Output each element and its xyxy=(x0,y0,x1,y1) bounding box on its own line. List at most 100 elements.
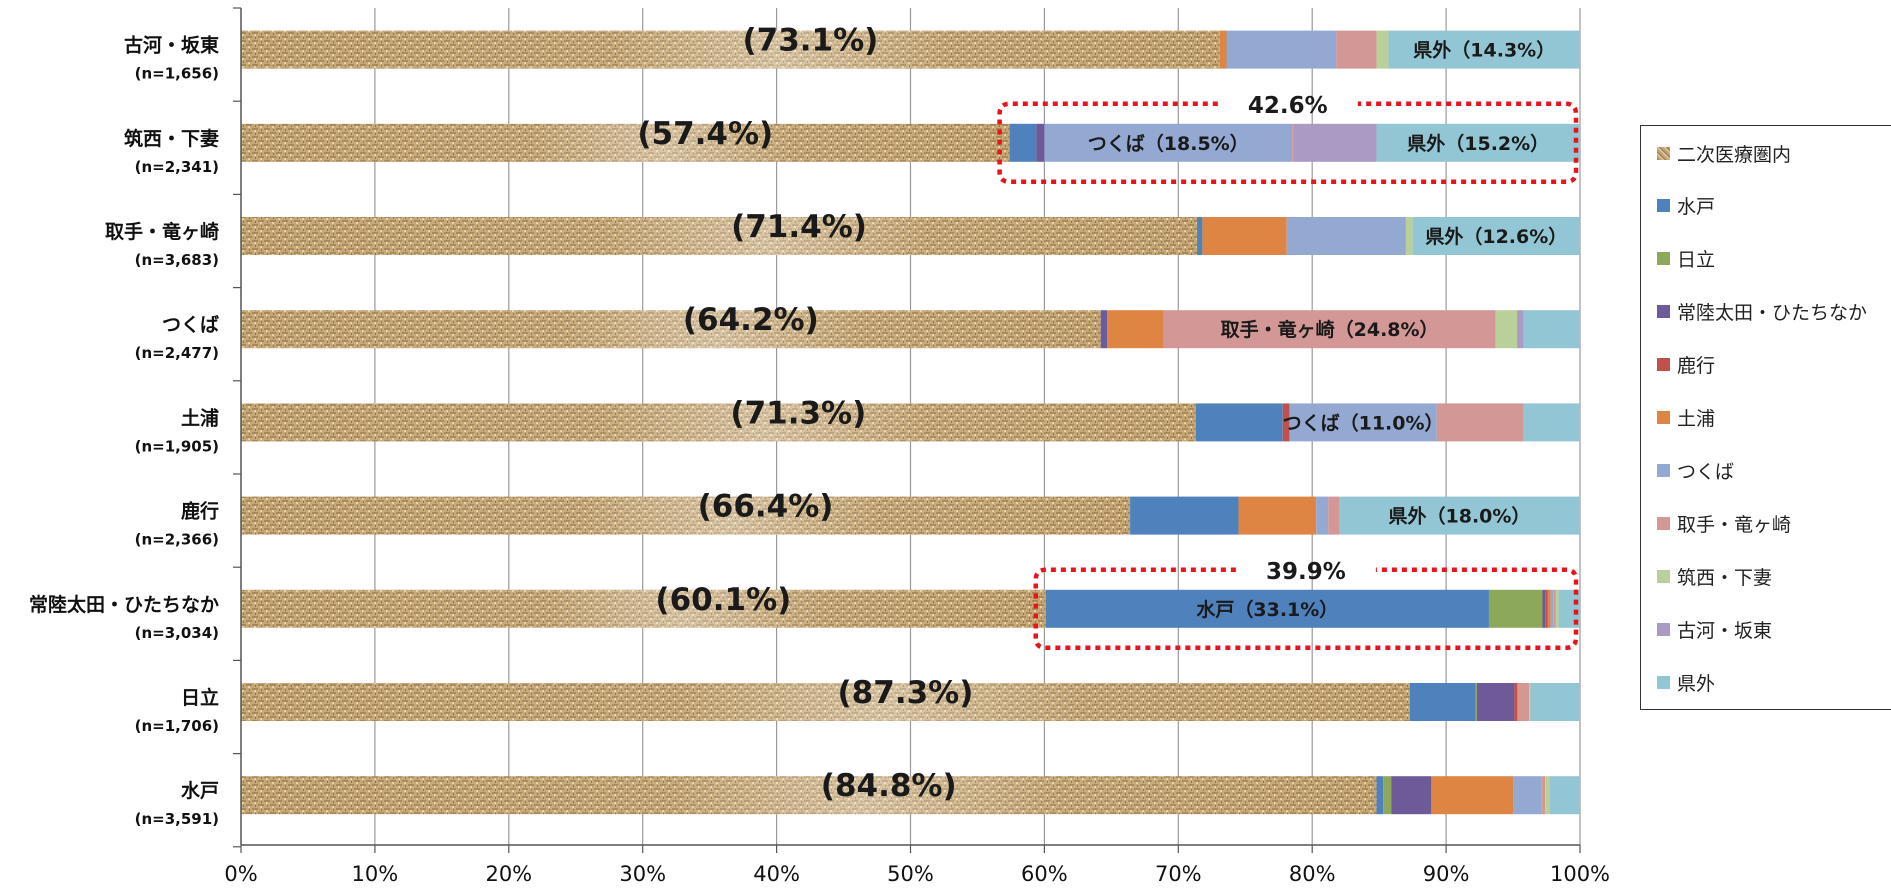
bar-segment-つくば xyxy=(1044,123,1293,162)
main-percentage-label: (84.8%) xyxy=(821,768,957,804)
bar-segment-筑西・下妻 xyxy=(1405,217,1413,255)
category-label: 筑西・下妻 xyxy=(124,127,219,150)
segment-label: 取手・竜ヶ崎（24.8%） xyxy=(1221,318,1439,341)
bar-segment-つくば xyxy=(1289,403,1437,442)
bar-segment-土浦 xyxy=(1547,589,1551,628)
x-tick-label: 50% xyxy=(887,862,934,886)
x-tick-label: 40% xyxy=(753,862,800,886)
x-tick-label: 20% xyxy=(485,862,532,886)
bar-segment-鹿行 xyxy=(1545,589,1548,628)
bar-segment-日立 xyxy=(1475,683,1477,721)
bar-segment-筑西・下妻 xyxy=(1529,683,1531,721)
bar-segment-水戸 xyxy=(1376,776,1384,815)
legend-label: つくば xyxy=(1677,460,1735,483)
bar-segment-水戸 xyxy=(1009,123,1037,162)
legend-item: 日立 xyxy=(1657,244,1715,274)
bar-segment-古河・坂東 xyxy=(1293,123,1377,162)
legend-item: 古河・坂東 xyxy=(1657,614,1772,644)
bars xyxy=(241,30,1580,815)
bar-segment-筑西・下妻 xyxy=(1545,776,1550,815)
legend-swatch xyxy=(1657,252,1670,266)
bar-segment-取手・竜ヶ崎 xyxy=(1292,123,1294,162)
chart-legend: 二次医療圏内 水戸日立常陸太田・ひたちなか鹿行土浦つくば取手・竜ヶ崎筑西・下妻古河… xyxy=(1640,125,1891,710)
bar-segment-常陸太田・ひたちなか xyxy=(1476,683,1515,721)
bar-sheen xyxy=(241,589,1046,628)
legend-swatch xyxy=(1657,675,1670,689)
legend-item: 二次医療圏内 xyxy=(1657,138,1791,168)
bar-segment-筑西・下妻 xyxy=(1495,310,1518,349)
legend-item: 取手・竜ヶ崎 xyxy=(1657,508,1791,538)
legend-item: つくば xyxy=(1657,455,1734,485)
bar-sheen xyxy=(241,496,1131,535)
legend-item: 常陸太田・ひたちなか xyxy=(1657,297,1867,327)
legend-item: 鹿行 xyxy=(1657,350,1715,380)
bar-segment-土浦 xyxy=(1202,217,1287,255)
bar-segment-取手・竜ヶ崎 xyxy=(1336,30,1377,69)
legend-label: 取手・竜ヶ崎 xyxy=(1677,513,1792,536)
bar-sheen xyxy=(241,403,1196,442)
bar-segment-取手・竜ヶ崎 xyxy=(1553,589,1556,628)
legend-label: 二次医療圏内 xyxy=(1677,143,1792,166)
bar-segment-常陸太田・ひたちなか xyxy=(1036,123,1045,162)
legend-swatch xyxy=(1657,463,1670,477)
legend-label: 県外 xyxy=(1677,672,1716,695)
axes: 0% 10% 20% 30% 40% 50% 60% 70% 80% 90% 100% 古河・坂東 (n… xyxy=(29,7,1610,886)
x-tick-label: 60% xyxy=(1021,862,1068,886)
bar-segment-取手・竜ヶ崎 xyxy=(1518,683,1530,721)
legend-label: 水戸 xyxy=(1677,196,1716,219)
legend-item: 水戸 xyxy=(1657,191,1715,221)
category-count-label: (n=1,656) xyxy=(135,65,219,83)
callouts: 42.6% 39.9% xyxy=(997,93,1579,651)
segment-label: 県外（18.0%） xyxy=(1389,505,1531,528)
bar-sheen xyxy=(241,217,1198,255)
bar-segment-水戸 xyxy=(1197,217,1203,255)
category-count-label: (n=1,706) xyxy=(135,717,219,735)
x-tick-label: 30% xyxy=(619,862,666,886)
bar-segment-筑西・下妻 xyxy=(1376,30,1389,69)
category-count-label: (n=2,477) xyxy=(135,344,219,362)
bar-segment-県外 xyxy=(1558,589,1580,628)
main-percentage-label: (64.2%) xyxy=(683,302,819,338)
bar-segment-日立 xyxy=(1488,589,1543,628)
x-tick-label: 90% xyxy=(1423,862,1470,886)
category-count-label: (n=3,591) xyxy=(135,810,219,828)
bar-segment-水戸 xyxy=(1409,683,1476,721)
legend-swatch xyxy=(1657,569,1670,583)
bar-segment-取手・竜ヶ崎 xyxy=(1436,403,1524,442)
callout-label: 39.9% xyxy=(1266,559,1346,585)
category-label: 古河・坂東 xyxy=(124,34,219,57)
main-percentage-label: (87.3%) xyxy=(838,675,974,711)
bar-segment-常陸太田・ひたちなか xyxy=(1100,310,1108,349)
legend-swatch xyxy=(1657,358,1670,372)
category-label: つくば xyxy=(162,314,219,336)
bar-segment-県外 xyxy=(1530,683,1580,721)
bar-segment-土浦 xyxy=(1431,776,1514,815)
bar-segment-県外 xyxy=(1376,123,1580,162)
bar-segment-土浦 xyxy=(1219,30,1227,69)
legend-item: 土浦 xyxy=(1657,403,1715,433)
main-percentage-label: (66.4%) xyxy=(698,489,834,525)
segment-label: 県外（14.3%） xyxy=(1413,39,1555,62)
bar-segment-筑西・下妻 xyxy=(1555,589,1559,628)
legend-item: 筑西・下妻 xyxy=(1657,561,1772,591)
bar-segment-つくば xyxy=(1226,30,1337,69)
legend-label: 土浦 xyxy=(1677,408,1716,430)
x-tick-label: 70% xyxy=(1155,862,1202,886)
category-count-label: (n=1,905) xyxy=(135,437,219,455)
data-labels: (73.1%) (57.4%) (71.4%) (64.2%) (71.3%) (66.4… xyxy=(637,23,1567,805)
category-count-label: (n=3,034) xyxy=(135,624,219,642)
main-percentage-label: (71.3%) xyxy=(730,395,866,431)
callout-label: 42.6% xyxy=(1248,93,1328,119)
bar-segment-つくば xyxy=(1550,589,1554,628)
legend-label: 古河・坂東 xyxy=(1677,619,1773,642)
bar-segment-つくば xyxy=(1286,217,1406,255)
legend-swatch xyxy=(1657,199,1670,213)
callout-box xyxy=(997,101,1579,185)
legend-label: 鹿行 xyxy=(1677,355,1716,378)
bar-segment-水戸 xyxy=(1130,496,1239,535)
segment-label: 県外（12.6%） xyxy=(1425,225,1567,248)
callout-box xyxy=(1033,567,1579,651)
category-label: 常陸太田・ひたちなか xyxy=(29,593,219,616)
bar-segment-県外 xyxy=(1388,30,1580,69)
